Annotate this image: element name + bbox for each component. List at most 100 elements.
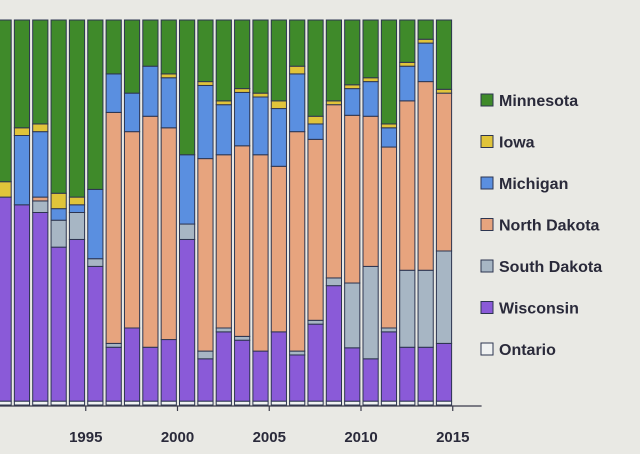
bar-segment-minnesota-2000 — [179, 19, 196, 156]
legend-swatch-north-dakota — [480, 218, 494, 231]
bar-segment-wisconsin-2011 — [380, 331, 398, 402]
bar-segment-north-dakota-2007 — [307, 138, 324, 321]
bar-segment-wisconsin-1992 — [32, 212, 49, 402]
bar-segment-minnesota-1993 — [50, 19, 67, 194]
bar-segment-north-dakota-2012 — [399, 100, 416, 271]
bar-segment-north-dakota-1999 — [160, 127, 177, 341]
bar-segment-ontario-2006 — [289, 400, 306, 406]
bar-segment-wisconsin-2000 — [179, 238, 196, 402]
legend-label-wisconsin: Wisconsin — [499, 301, 579, 318]
bar-segment-iowa-2010 — [362, 77, 379, 83]
bar-2005 — [270, 19, 287, 406]
bar-segment-wisconsin-2007 — [307, 323, 324, 402]
bar-segment-minnesota-2009 — [344, 19, 361, 86]
bar-segment-south-dakota-2001 — [197, 350, 214, 360]
legend: Minnesota Iowa Michigan North Dakota South D… — [480, 93, 602, 359]
bar-segment-wisconsin-1997 — [123, 327, 141, 402]
bar-1996 — [105, 19, 122, 406]
bar-segment-ontario-1998 — [142, 400, 159, 406]
bar-segment-michigan-2000 — [179, 154, 196, 225]
bar-segment-south-dakota-2000 — [179, 223, 196, 240]
bar-segment-wisconsin-2013 — [417, 346, 434, 402]
bar-segment-wisconsin-1993 — [50, 246, 67, 402]
bar-segment-south-dakota-1996 — [105, 342, 122, 348]
bar-segment-north-dakota-1996 — [105, 111, 122, 344]
legend-label-iowa: Iowa — [499, 135, 535, 152]
bar-segment-north-dakota-2005 — [270, 165, 287, 333]
bar-segment-ontario-2008 — [325, 400, 342, 406]
bar-2000 — [179, 19, 196, 406]
bar-1993 — [50, 19, 67, 406]
bar-segment-minnesota-2013 — [417, 19, 434, 40]
bar-segment-south-dakota-2006 — [289, 350, 306, 356]
bar-segment-ontario-1991 — [13, 400, 31, 406]
bar-1994 — [68, 19, 86, 406]
bar-segment-south-dakota-2014 — [435, 250, 453, 344]
bar-segment-wisconsin-2009 — [344, 347, 361, 402]
bar-segment-wisconsin-2012 — [399, 346, 416, 402]
legend-item-wisconsin: Wisconsin — [480, 301, 579, 318]
bar-segment-michigan-1995 — [87, 188, 104, 260]
bar-segment-wisconsin-1991 — [13, 204, 31, 402]
bar-segment-ontario-2010 — [362, 400, 379, 406]
bar-segment-ontario-1997 — [123, 400, 141, 406]
bar-segment-minnesota-1996 — [105, 19, 122, 75]
bar-segment-ontario-2011 — [380, 400, 398, 406]
bar-segment-michigan-1991 — [13, 135, 31, 206]
bar-segment-michigan-1999 — [160, 77, 177, 129]
bar-segment-iowa-2009 — [344, 84, 361, 90]
bar-segment-wisconsin-2005 — [270, 331, 287, 402]
legend-swatch-minnesota — [480, 93, 494, 107]
bar-2002 — [215, 19, 232, 406]
bar-2010 — [362, 19, 379, 406]
bar-segment-north-dakota-2014 — [435, 92, 453, 252]
bar-1999 — [160, 19, 177, 406]
bar-segment-iowa-2003 — [234, 88, 251, 93]
legend-swatch-wisconsin — [480, 301, 494, 314]
bar-2014 — [435, 19, 453, 406]
x-tick-label-2015: 2015 — [436, 429, 469, 446]
bar-segment-minnesota-2010 — [362, 19, 379, 79]
bar-segment-wisconsin-1994 — [68, 238, 86, 402]
bar-segment-michigan-2011 — [380, 127, 398, 148]
legend-item-ontario: Ontario — [480, 342, 556, 359]
bar-segment-south-dakota-2009 — [344, 282, 361, 349]
bar-segment-minnesota-2005 — [270, 19, 287, 102]
bar-segment-south-dakota-1993 — [50, 219, 67, 248]
bar-segment-south-dakota-1995 — [87, 258, 104, 267]
x-axis-ticks: 1995 2000 2005 2010 2015 — [69, 406, 469, 446]
bar-1998 — [142, 19, 159, 406]
bar-segment-south-dakota-2013 — [417, 269, 434, 348]
bar-segment-iowa-2006 — [289, 65, 306, 75]
legend-swatch-ontario — [480, 342, 494, 356]
bar-segment-michigan-1996 — [105, 73, 122, 113]
bar-segment-wisconsin-1996 — [105, 346, 122, 402]
x-tick-label-2010: 2010 — [344, 429, 377, 446]
bar-segment-north-dakota-2001 — [197, 158, 214, 352]
bar-segment-wisconsin-2014 — [435, 342, 453, 402]
bar-segment-wisconsin-2003 — [234, 339, 251, 402]
plot-area — [0, 19, 453, 406]
bar-segment-wisconsin-2004 — [252, 350, 269, 402]
bar-segment-minnesota-2001 — [197, 19, 214, 83]
bar-segment-iowa-2013 — [417, 38, 434, 44]
legend-swatch-south-dakota — [480, 259, 494, 273]
bar-segment-ontario-2002 — [215, 400, 232, 406]
bar-segment-south-dakota-2010 — [362, 265, 379, 360]
bar-segment-wisconsin-2008 — [325, 285, 342, 402]
legend-label-south-dakota: South Dakota — [499, 259, 602, 276]
legend-item-michigan: Michigan — [480, 176, 568, 193]
bar-segment-michigan-1993 — [50, 208, 67, 221]
bar-segment-wisconsin-1999 — [160, 339, 177, 402]
bar-segment-north-dakota-2009 — [344, 114, 361, 284]
bar-segment-ontario-1992 — [32, 400, 49, 406]
bar-segment-michigan-2001 — [197, 84, 214, 160]
bar-segment-wisconsin-2001 — [197, 358, 214, 402]
bar-segment-iowa-1994 — [68, 196, 86, 206]
bar-segment-minnesota-1990 — [0, 19, 12, 183]
bar-segment-michigan-2012 — [399, 65, 416, 102]
bar-2001 — [197, 19, 214, 406]
x-tick-label-1995: 1995 — [69, 429, 102, 446]
bar-segment-ontario-2001 — [197, 400, 214, 406]
